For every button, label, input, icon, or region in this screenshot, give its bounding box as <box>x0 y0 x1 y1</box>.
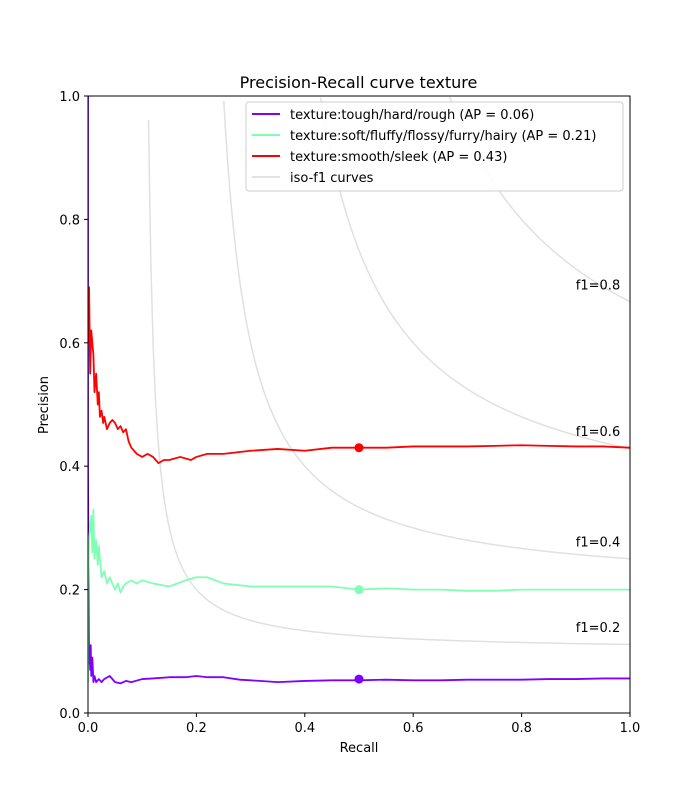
legend-label: texture:tough/hard/rough (AP = 0.06) <box>290 108 534 123</box>
iso-f1-label: f1=0.2 <box>576 621 620 636</box>
legend-label: iso-f1 curves <box>290 171 374 186</box>
legend-label: texture:soft/fluffy/flossy/furry/hairy (… <box>290 129 596 144</box>
y-tick-label: 0.2 <box>59 584 80 599</box>
chart-title: Precision-Recall curve texture <box>240 73 478 92</box>
y-tick-label: 1.0 <box>59 90 80 105</box>
legend-box <box>245 101 624 192</box>
iso-f1-curve <box>223 100 630 560</box>
pr-series-line-1 <box>88 508 630 683</box>
iso-f1-curve <box>147 119 630 646</box>
y-axis-label: Precision <box>37 376 52 434</box>
y-tick-label: 0.4 <box>59 460 80 475</box>
pr-series-line-2 <box>88 286 630 465</box>
x-tick-label: 0.2 <box>186 721 207 736</box>
y-tick-label: 0.8 <box>59 213 80 228</box>
x-axis-label: Recall <box>340 741 379 756</box>
iso-f1-curve <box>319 97 630 450</box>
y-tick-label: 0.0 <box>59 707 80 722</box>
iso-f1-label: f1=0.6 <box>576 425 620 440</box>
legend: texture:tough/hard/rough (AP = 0.06) text… <box>245 101 624 192</box>
iso-f1-label: f1=0.8 <box>576 278 620 293</box>
iso-f1-label: f1=0.4 <box>576 535 620 550</box>
x-tick-label: 1.0 <box>620 721 641 736</box>
x-tick-label: 0.8 <box>511 721 532 736</box>
x-tick-label: 0.4 <box>294 721 315 736</box>
plot-frame <box>87 95 631 714</box>
pr-series-line-0 <box>88 96 630 685</box>
pr-series-marker-0 <box>354 674 364 684</box>
pr-series-marker-1 <box>354 585 364 595</box>
pr-series-marker-2 <box>354 443 364 453</box>
x-tick-label: 0.6 <box>403 721 424 736</box>
x-tick-label: 0.0 <box>78 721 99 736</box>
legend-label: texture:smooth/sleek (AP = 0.43) <box>290 150 507 165</box>
y-tick-label: 0.6 <box>59 337 80 352</box>
